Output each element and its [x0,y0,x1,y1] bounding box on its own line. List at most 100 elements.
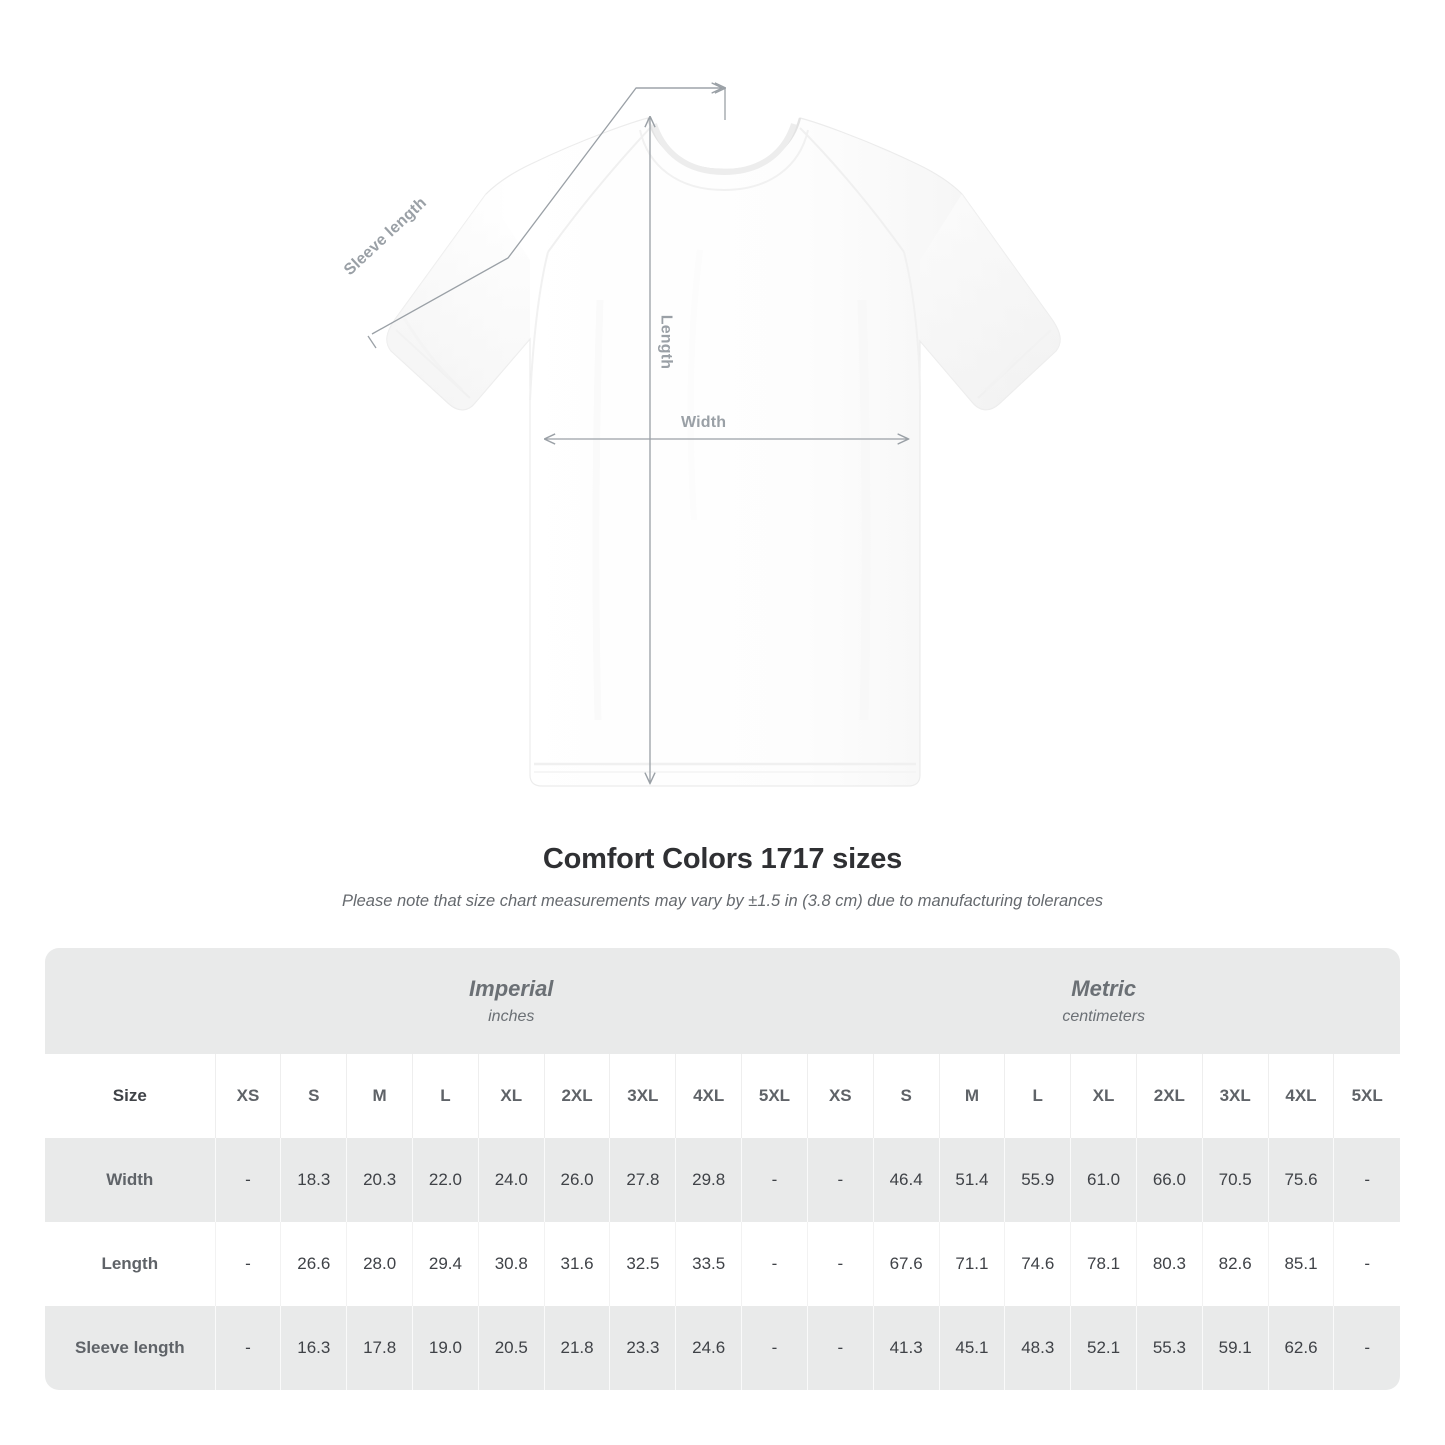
cell-width-imperial-4xl: 29.8 [675,1138,742,1222]
size-chart-table: Imperial inches Metric centimeters Size … [45,948,1400,1390]
cell-length-imperial-2xl: 31.6 [543,1222,610,1306]
cell-length-imperial-5xl: - [741,1222,808,1306]
cell-width-imperial-xl: 24.0 [477,1138,545,1222]
row-label-sleeve-length: Sleeve length [45,1306,216,1390]
cell-width-imperial-2xl: 26.0 [543,1138,610,1222]
cell-length-metric-4xl: 85.1 [1267,1222,1334,1306]
cell-sleeve-metric-xl: 52.1 [1070,1306,1137,1390]
unit-name-metric: Metric [1071,976,1137,1002]
size-header-imperial-3xl: 3XL [609,1054,676,1138]
size-header-imperial-2xl: 2XL [543,1054,610,1138]
cell-width-imperial-s: 18.3 [280,1138,347,1222]
cell-sleeve-metric-3xl: 59.1 [1201,1306,1269,1390]
cell-sleeve-metric-l: 48.3 [1004,1306,1071,1390]
size-header-metric-l: L [1004,1054,1071,1138]
tolerance-note: Please note that size chart measurements… [341,892,1104,910]
cell-sleeve-imperial-m: 17.8 [346,1306,413,1390]
cell-width-imperial-l: 22.0 [412,1138,479,1222]
size-header-metric-s: S [872,1054,940,1138]
cell-length-imperial-4xl: 33.5 [675,1222,742,1306]
size-chart-table-wrapper: Imperial inches Metric centimeters Size … [45,948,1400,1390]
cell-width-metric-4xl: 75.6 [1267,1138,1334,1222]
cell-width-metric-3xl: 70.5 [1201,1138,1269,1222]
cell-length-imperial-xs: - [214,1222,281,1306]
cell-length-imperial-3xl: 32.5 [609,1222,676,1306]
cell-length-imperial-m: 28.0 [346,1222,413,1306]
measurement-lines [367,88,908,783]
cell-sleeve-imperial-3xl: 23.3 [609,1306,676,1390]
cell-sleeve-imperial-l: 19.0 [412,1306,479,1390]
size-header-label: Size [45,1054,216,1138]
cell-width-metric-s: 46.4 [872,1138,940,1222]
cell-length-imperial-xl: 30.8 [477,1222,545,1306]
size-header-metric-5xl: 5XL [1333,1054,1400,1138]
row-label-width: Width [45,1138,216,1222]
unit-banner-spacer [45,948,216,1054]
cell-width-metric-xs: - [806,1138,874,1222]
size-header-imperial-xs: XS [214,1054,281,1138]
t-shirt-measurement-diagram: Sleeve length Length Width [341,0,1061,787]
size-header-imperial-s: S [280,1054,347,1138]
cell-length-metric-l: 74.6 [1004,1222,1071,1306]
cell-sleeve-metric-2xl: 55.3 [1135,1306,1203,1390]
size-header-imperial-4xl: 4XL [675,1054,742,1138]
cell-length-metric-xl: 78.1 [1070,1222,1137,1306]
table-row-sleeve-length: Sleeve length - 16.3 17.8 19.0 20.5 21.8… [45,1306,1400,1390]
unit-banner-row: Imperial inches Metric centimeters [45,948,1400,1054]
cell-length-metric-m: 71.1 [938,1222,1005,1306]
size-header-imperial-l: L [412,1054,479,1138]
cell-sleeve-metric-5xl: - [1333,1306,1400,1390]
size-header-metric-m: M [938,1054,1005,1138]
unit-banner-imperial: Imperial inches [215,948,808,1054]
sleeve-end-tick [367,335,377,349]
size-header-imperial-xl: XL [477,1054,545,1138]
cell-width-metric-xl: 61.0 [1070,1138,1137,1222]
cell-sleeve-imperial-xl: 20.5 [477,1306,545,1390]
table-row-length: Length - 26.6 28.0 29.4 30.8 31.6 32.5 3… [45,1222,1400,1306]
unit-sub-metric: centimeters [1062,1007,1146,1025]
cell-width-imperial-m: 20.3 [346,1138,413,1222]
cell-sleeve-metric-4xl: 62.6 [1267,1306,1334,1390]
size-header-metric-3xl: 3XL [1201,1054,1269,1138]
cell-sleeve-metric-s: 41.3 [872,1306,940,1390]
page-title: Comfort Colors 1717 sizes [542,843,903,875]
size-header-metric-xl: XL [1070,1054,1137,1138]
cell-length-metric-s: 67.6 [872,1222,940,1306]
cell-sleeve-imperial-xs: - [214,1306,281,1390]
cell-width-metric-l: 55.9 [1004,1138,1071,1222]
cell-width-metric-5xl: - [1333,1138,1400,1222]
cell-sleeve-metric-xs: - [806,1306,874,1390]
size-header-imperial-m: M [346,1054,413,1138]
cell-sleeve-imperial-2xl: 21.8 [543,1306,610,1390]
title-block: Comfort Colors 1717 sizes Please note th… [0,843,1445,911]
size-header-metric-4xl: 4XL [1267,1054,1334,1138]
cell-width-imperial-xs: - [214,1138,281,1222]
width-label: Width [681,414,727,431]
size-header-imperial-5xl: 5XL [741,1054,808,1138]
cell-length-imperial-s: 26.6 [280,1222,347,1306]
unit-banner-metric: Metric centimeters [807,948,1400,1054]
cell-length-metric-5xl: - [1333,1222,1400,1306]
cell-width-metric-2xl: 66.0 [1135,1138,1203,1222]
unit-name-imperial: Imperial [469,976,554,1002]
size-header-row: Size XS S M L XL 2XL 3XL 4XL 5XL XS S M … [45,1054,1400,1138]
cell-width-metric-m: 51.4 [938,1138,1005,1222]
cell-sleeve-metric-m: 45.1 [938,1306,1005,1390]
row-label-length: Length [45,1222,216,1306]
table-row-width: Width - 18.3 20.3 22.0 24.0 26.0 27.8 29… [45,1138,1400,1222]
unit-sub-imperial: inches [488,1007,535,1025]
cell-length-imperial-l: 29.4 [412,1222,479,1306]
cell-sleeve-imperial-s: 16.3 [280,1306,347,1390]
cell-sleeve-imperial-4xl: 24.6 [675,1306,742,1390]
length-label: Length [657,314,675,370]
shirt-illustration [386,117,1061,787]
size-header-metric-2xl: 2XL [1135,1054,1203,1138]
size-header-metric-xs: XS [806,1054,874,1138]
cell-length-metric-xs: - [806,1222,874,1306]
cell-length-metric-3xl: 82.6 [1201,1222,1269,1306]
cell-length-metric-2xl: 80.3 [1135,1222,1203,1306]
cell-width-imperial-5xl: - [741,1138,808,1222]
cell-sleeve-imperial-5xl: - [741,1306,808,1390]
cell-width-imperial-3xl: 27.8 [609,1138,676,1222]
